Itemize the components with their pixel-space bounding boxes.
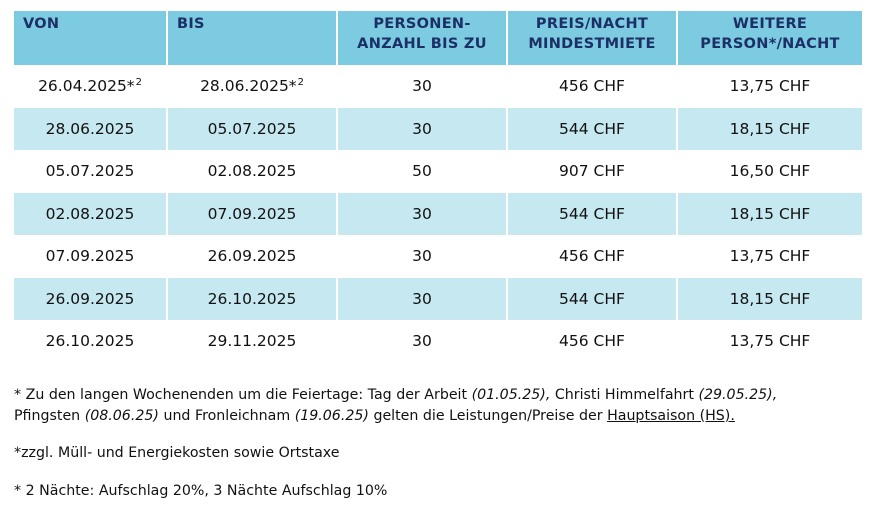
header-personen-line1: PERSONEN- bbox=[373, 16, 471, 32]
footnote-marker: 2 bbox=[297, 77, 304, 89]
cell-preis: 544 CHF bbox=[507, 277, 678, 320]
header-preis: PREIS/NACHT MINDESTMIETE bbox=[507, 11, 678, 65]
date-jun-8: (08.06.25) bbox=[84, 408, 159, 424]
price-table: VON BIS PERSONEN- ANZAHL BIS ZU PREIS/NA… bbox=[14, 11, 862, 363]
cell-preis: 456 CHF bbox=[507, 235, 678, 278]
cell-personen: 30 bbox=[337, 107, 508, 150]
surcharge-note: * 2 Nächte: Aufschlag 20%, 3 Nächte Aufs… bbox=[14, 483, 388, 499]
table-row: 26.10.2025 29.11.2025 30 456 CHF 13,75 C… bbox=[14, 320, 862, 363]
cell-weitere: 13,75 CHF bbox=[729, 77, 811, 96]
cell-von: 26.10.2025 bbox=[14, 320, 168, 363]
table-row: 07.09.2025 26.09.2025 30 456 CHF 13,75 C… bbox=[14, 235, 862, 278]
cell-von: 28.06.2025 bbox=[14, 107, 168, 150]
table-row: 26.04.2025*2 28.06.2025*2 30 456 CHF 13,… bbox=[14, 65, 862, 108]
cell-von: 26.09.2025 bbox=[14, 277, 168, 320]
cell-weitere: 16,50 CHF bbox=[729, 162, 811, 181]
cell-von: 02.08.2025 bbox=[14, 192, 168, 235]
cell-weitere: 18,15 CHF bbox=[677, 107, 862, 150]
holiday-note: * Zu den langen Wochenenden um die Feier… bbox=[14, 387, 778, 424]
cell-weitere: 18,15 CHF bbox=[677, 277, 862, 320]
cell-weitere: 13,75 CHF bbox=[729, 332, 811, 351]
hauptsaison-link[interactable]: Hauptsaison (HS). bbox=[607, 408, 735, 424]
header-weitere-line2: PERSON*/NACHT bbox=[700, 36, 840, 52]
footnote-marker: 2 bbox=[135, 77, 142, 89]
header-personen-line2: ANZAHL BIS ZU bbox=[357, 36, 487, 52]
cell-personen: 30 bbox=[337, 320, 508, 363]
cell-bis: 26.10.2025 bbox=[167, 277, 338, 320]
cell-preis: 907 CHF bbox=[507, 150, 678, 193]
table-row: 02.08.2025 07.09.2025 30 544 CHF 18,15 C… bbox=[14, 192, 862, 235]
table-row: 28.06.2025 05.07.2025 30 544 CHF 18,15 C… bbox=[14, 107, 862, 150]
table-header-row: VON BIS PERSONEN- ANZAHL BIS ZU PREIS/NA… bbox=[14, 11, 862, 65]
footnotes: * Zu den langen Wochenenden um die Feier… bbox=[14, 385, 889, 502]
cell-bis: 05.07.2025 bbox=[167, 107, 338, 150]
cell-von: 26.04.2025*2 bbox=[14, 65, 168, 108]
cell-bis: 28.06.2025*2 bbox=[167, 65, 338, 108]
cell-preis: 544 CHF bbox=[507, 107, 678, 150]
cell-personen: 30 bbox=[337, 65, 508, 108]
cell-bis: 29.11.2025 bbox=[167, 320, 338, 363]
cell-bis: 02.08.2025 bbox=[167, 150, 338, 193]
cell-preis: 544 CHF bbox=[507, 192, 678, 235]
header-weitere: WEITERE PERSON*/NACHT bbox=[677, 11, 862, 65]
cell-bis: 26.09.2025 bbox=[167, 235, 338, 278]
cell-preis: 456 CHF bbox=[507, 320, 678, 363]
cell-personen: 30 bbox=[337, 192, 508, 235]
cell-bis: 07.09.2025 bbox=[167, 192, 338, 235]
cell-preis: 456 CHF bbox=[507, 65, 678, 108]
cell-weitere: 18,15 CHF bbox=[677, 192, 862, 235]
cell-personen: 50 bbox=[337, 150, 508, 193]
table-row: 26.09.2025 26.10.2025 30 544 CHF 18,15 C… bbox=[14, 277, 862, 320]
cell-personen: 30 bbox=[337, 235, 508, 278]
header-von-line1: VON bbox=[23, 16, 60, 32]
costs-note: *zzgl. Müll- und Energiekosten sowie Ort… bbox=[14, 445, 340, 461]
header-personen: PERSONEN- ANZAHL BIS ZU bbox=[337, 11, 508, 65]
cell-von: 05.07.2025 bbox=[14, 150, 168, 193]
header-preis-line1: PREIS/NACHT bbox=[535, 16, 649, 32]
date-jun-19: (19.06.25) bbox=[294, 408, 369, 424]
header-bis-line1: BIS bbox=[177, 16, 205, 32]
header-preis-line2: MINDESTMIETE bbox=[528, 36, 656, 52]
header-bis: BIS bbox=[167, 11, 338, 65]
cell-personen: 30 bbox=[337, 277, 508, 320]
date-may-29: (29.05.25), bbox=[698, 387, 778, 403]
cell-weitere: 13,75 CHF bbox=[729, 247, 811, 266]
date-may-1: (01.05.25), bbox=[471, 387, 551, 403]
header-von: VON bbox=[14, 11, 168, 65]
table-row: 05.07.2025 02.08.2025 50 907 CHF 16,50 C… bbox=[14, 150, 862, 193]
cell-von: 07.09.2025 bbox=[14, 235, 168, 278]
header-weitere-line1: WEITERE bbox=[732, 16, 808, 32]
